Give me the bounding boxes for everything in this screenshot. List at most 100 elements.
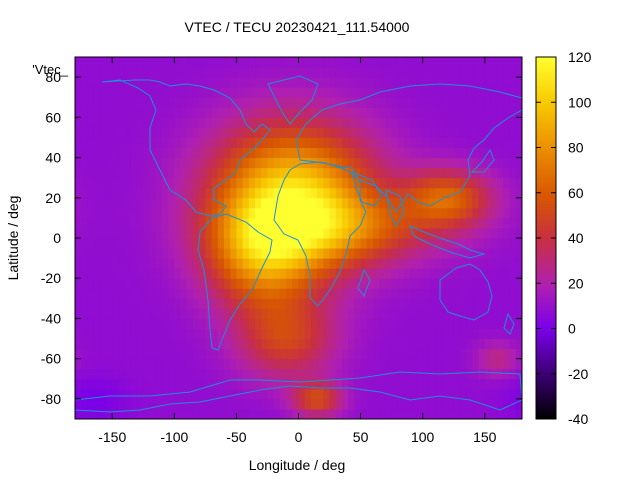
heatmap-cell (304, 318, 312, 329)
heatmap-cell (379, 268, 386, 279)
heatmap-cell (192, 318, 200, 329)
heatmap-cell (261, 338, 268, 350)
heatmap-cell (379, 97, 386, 108)
heatmap-cell (404, 388, 411, 400)
heatmap-cell (304, 338, 312, 350)
heatmap-cell (447, 308, 455, 319)
heatmap-cell (323, 278, 331, 289)
heatmap-cell (161, 378, 169, 390)
heatmap-cell (75, 408, 82, 420)
heatmap-cell (192, 248, 200, 259)
heatmap-cell (416, 318, 424, 329)
heatmap-cell (192, 358, 200, 370)
heatmap-cell (416, 187, 424, 199)
heatmap-cell (155, 197, 163, 209)
heatmap-cell (180, 358, 188, 370)
heatmap-cell (99, 318, 107, 329)
heatmap-cell (236, 117, 244, 128)
heatmap-cell (428, 258, 436, 269)
heatmap-cell (428, 147, 436, 159)
heatmap-cell (224, 127, 231, 138)
heatmap-cell (310, 318, 318, 329)
heatmap-cell (453, 388, 461, 400)
heatmap-cell (323, 268, 331, 279)
heatmap-cell (87, 348, 95, 360)
heatmap-cell (267, 197, 275, 209)
heatmap-cell (509, 57, 517, 68)
heatmap-cell (286, 298, 293, 309)
heatmap-cell (217, 67, 225, 78)
heatmap-cell (279, 368, 287, 380)
heatmap-cell (242, 167, 250, 179)
heatmap-cell (515, 238, 523, 249)
heatmap-cell (180, 238, 188, 249)
heatmap-cell (416, 77, 424, 88)
heatmap-cell (298, 87, 306, 98)
heatmap-cell (174, 57, 182, 68)
heatmap-cell (273, 338, 281, 350)
heatmap-cell (130, 147, 138, 159)
heatmap-cell (391, 368, 399, 380)
heatmap-cell (329, 57, 337, 68)
heatmap-cell (397, 278, 405, 289)
heatmap-cell (236, 157, 244, 169)
heatmap-cell (93, 187, 101, 199)
heatmap-cell (317, 308, 324, 319)
heatmap-cell (211, 227, 219, 239)
heatmap-cell (130, 77, 138, 88)
heatmap-cell (484, 328, 492, 340)
heatmap-cell (137, 348, 144, 360)
heatmap-cell (199, 408, 206, 420)
heatmap-cell (106, 348, 113, 360)
heatmap-cell (515, 187, 523, 199)
heatmap-cell (490, 378, 498, 390)
heatmap-cell (186, 107, 194, 118)
heatmap-cell (466, 278, 473, 289)
heatmap-cell (453, 398, 461, 410)
heatmap-cell (99, 197, 107, 209)
heatmap-cell (192, 97, 200, 108)
heatmap-cell (335, 408, 343, 420)
heatmap-cell (397, 187, 405, 199)
heatmap-cell (286, 348, 293, 360)
heatmap-cell (484, 248, 492, 259)
heatmap-cell (503, 328, 511, 340)
heatmap-cell (348, 278, 355, 289)
heatmap-cell (391, 308, 399, 319)
heatmap-cell (472, 137, 480, 148)
heatmap-cell (242, 67, 250, 78)
heatmap-cell (404, 408, 411, 420)
heatmap-cell (286, 157, 293, 169)
heatmap-cell (410, 227, 417, 239)
heatmap-cell (130, 288, 138, 299)
heatmap-cell (186, 167, 194, 179)
heatmap-cell (341, 227, 349, 239)
heatmap-cell (379, 338, 386, 350)
heatmap-cell (87, 117, 95, 128)
heatmap-cell (478, 298, 486, 309)
heatmap-cell (292, 248, 299, 259)
heatmap-cell (286, 258, 293, 269)
heatmap-cell (180, 227, 188, 239)
heatmap-cell (416, 338, 424, 350)
heatmap-cell (459, 298, 467, 309)
heatmap-cell (391, 268, 399, 279)
heatmap-cell (168, 268, 175, 279)
heatmap-cell (242, 268, 250, 279)
heatmap-cell (224, 117, 231, 128)
heatmap-cell (155, 368, 163, 380)
heatmap-cell (385, 197, 393, 209)
heatmap-cell (397, 398, 405, 410)
heatmap-cell (118, 127, 126, 138)
heatmap-cell (373, 97, 380, 108)
heatmap-cell (385, 378, 393, 390)
heatmap-cell (292, 147, 299, 159)
heatmap-cell (292, 207, 299, 219)
heatmap-cell (428, 67, 436, 78)
heatmap-cell (93, 278, 101, 289)
heatmap-cell (323, 298, 331, 309)
heatmap-cell (211, 238, 219, 249)
heatmap-cell (348, 258, 355, 269)
heatmap-cell (391, 157, 399, 169)
heatmap-cell (497, 187, 504, 199)
